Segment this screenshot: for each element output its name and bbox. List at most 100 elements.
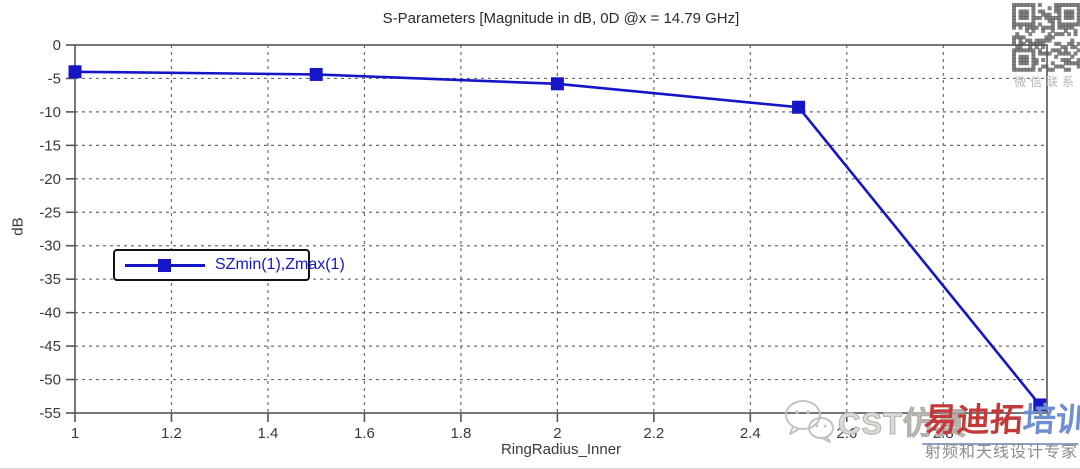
qr-module <box>1034 15 1039 20</box>
qr-module <box>1047 32 1052 37</box>
qr-module <box>1060 51 1065 56</box>
qr-caption: 微信联系 <box>1013 75 1078 89</box>
qr-module <box>1012 61 1016 66</box>
qr-module <box>1012 9 1016 14</box>
qr-module <box>1018 61 1023 66</box>
qr-module <box>1067 51 1072 56</box>
qr-module <box>1031 15 1036 20</box>
qr-module <box>1067 9 1072 14</box>
qr-module <box>1050 48 1055 53</box>
x-tick-label: 1 <box>71 425 79 442</box>
qr-module <box>1047 6 1052 11</box>
qr-module <box>1050 25 1055 30</box>
qr-module <box>1028 41 1033 46</box>
qr-module <box>1041 28 1046 33</box>
qr-module <box>1067 22 1072 27</box>
qr-module <box>1070 15 1075 20</box>
qr-module <box>1063 45 1068 50</box>
qr-module <box>1021 41 1026 46</box>
qr-module <box>1057 3 1062 7</box>
plot-border <box>74 44 1048 414</box>
qr-module <box>1037 51 1042 56</box>
qr-module <box>1018 45 1023 50</box>
qr-module <box>1076 15 1080 20</box>
qr-module <box>1021 3 1026 7</box>
qr-module <box>1047 12 1052 17</box>
y-tick-label: -20 <box>39 171 61 188</box>
qr-module <box>1047 35 1052 40</box>
qr-module <box>1034 38 1039 43</box>
qr-module <box>1037 41 1042 46</box>
y-tick-label: -30 <box>39 238 61 255</box>
qr-module <box>1041 45 1046 50</box>
qr-module <box>1047 19 1052 24</box>
qr-module <box>1057 15 1062 20</box>
qr-module <box>1031 6 1036 11</box>
qr-module <box>1037 15 1042 20</box>
qr-module <box>1076 22 1080 27</box>
qr-module <box>1015 48 1020 53</box>
qr-module <box>1021 54 1026 59</box>
qr-module <box>1024 12 1029 17</box>
qr-module <box>1024 67 1029 72</box>
qr-module <box>1073 45 1078 50</box>
qr-module <box>1015 3 1020 7</box>
qr-module <box>1063 22 1068 27</box>
qr-module <box>1054 32 1059 37</box>
qr-module <box>1047 51 1052 56</box>
qr-module <box>1060 45 1065 50</box>
qr-module <box>1054 6 1059 11</box>
qr-module <box>1067 61 1072 66</box>
qr-module <box>1021 61 1026 66</box>
chart-title: S-Parameters [Magnitude in dB, 0D @x = 1… <box>382 10 740 27</box>
qr-module <box>1037 3 1042 7</box>
qr-module <box>1028 32 1033 37</box>
qr-module <box>1031 12 1036 17</box>
y-tick-label: -5 <box>48 70 61 87</box>
qr-module <box>1054 15 1059 20</box>
qr-module <box>1021 35 1026 40</box>
qr-module <box>1031 22 1036 27</box>
qr-code-icon <box>1012 3 1080 72</box>
qr-module <box>1067 32 1072 37</box>
qr-module <box>1041 12 1046 17</box>
qr-module <box>1012 25 1016 30</box>
data-point-marker <box>68 65 82 79</box>
qr-module <box>1012 19 1016 24</box>
y-tick-label: -40 <box>39 305 61 322</box>
qr-module <box>1057 25 1062 30</box>
qr-module <box>1073 61 1078 66</box>
qr-module <box>1070 3 1075 7</box>
qr-module <box>1067 67 1072 72</box>
qr-module <box>1047 38 1052 43</box>
qr-module <box>1024 25 1029 30</box>
qr-module <box>1076 12 1080 17</box>
qr-module <box>1063 51 1068 56</box>
qr-module <box>1018 25 1023 30</box>
qr-module <box>1057 51 1062 56</box>
qr-module <box>1015 45 1020 50</box>
x-tick-label: 2 <box>553 425 561 442</box>
legend-square-marker-icon <box>158 258 171 272</box>
qr-module <box>1054 3 1059 7</box>
qr-module <box>1031 9 1036 14</box>
qr-module <box>1031 48 1036 53</box>
qr-module <box>1012 48 1016 53</box>
qr-module <box>1018 3 1023 7</box>
qr-module <box>1024 61 1029 66</box>
x-tick-label: 1.8 <box>450 425 471 442</box>
qr-module <box>1050 15 1055 20</box>
qr-module <box>1031 58 1036 63</box>
qr-module <box>1031 51 1036 56</box>
qr-module <box>1054 54 1059 59</box>
qr-module <box>1041 9 1046 14</box>
qr-module <box>1018 48 1023 53</box>
qr-module <box>1057 12 1062 17</box>
qr-module <box>1057 64 1062 69</box>
qr-module <box>1054 41 1059 46</box>
qr-module <box>1021 9 1026 14</box>
qr-module <box>1012 64 1016 69</box>
qr-module <box>1063 9 1068 14</box>
qr-module <box>1037 48 1042 53</box>
data-point-marker <box>550 77 564 91</box>
